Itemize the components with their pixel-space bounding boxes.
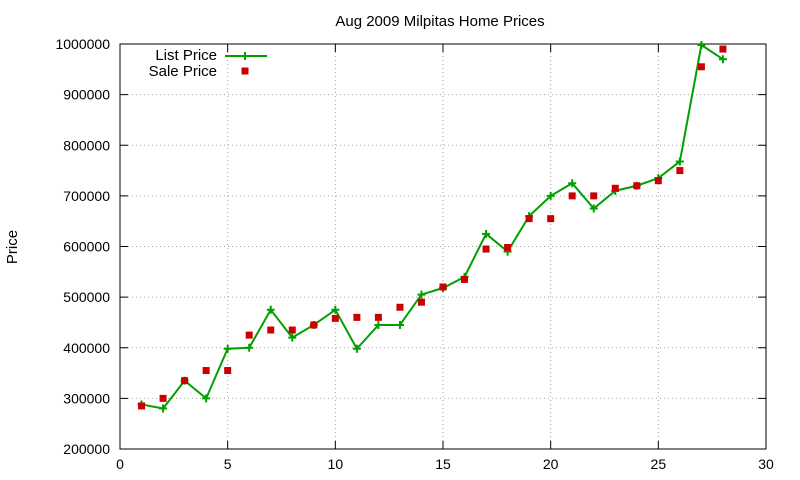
point-list-price: [374, 320, 383, 329]
chart-title: Aug 2009 Milpitas Home Prices: [335, 13, 544, 30]
x-tick-label: 0: [116, 456, 124, 472]
legend: List Price Sale Price: [149, 47, 267, 80]
point-sale-price: [267, 326, 275, 334]
point-sale-price: [547, 215, 555, 223]
x-tick-label: 30: [758, 456, 774, 472]
series-marks: [137, 41, 727, 413]
point-list-price: [352, 344, 361, 353]
point-sale-price: [353, 313, 361, 321]
axis-ticks: 200000 300000 400000 500000 600000 700000 8000…: [55, 36, 774, 472]
point-list-price: [159, 404, 168, 413]
point-sale-price: [461, 275, 469, 283]
point-sale-price: [310, 321, 318, 329]
point-list-price: [718, 55, 727, 64]
y-tick-label: 800000: [63, 137, 110, 153]
point-sale-price: [138, 402, 146, 410]
point-sale-price: [504, 244, 512, 252]
y-tick-label: 500000: [63, 289, 110, 305]
point-sale-price: [417, 298, 425, 306]
legend-marker-list-price: [241, 52, 249, 60]
point-list-price: [266, 305, 275, 314]
y-tick-label: 900000: [63, 87, 110, 103]
point-sale-price: [525, 215, 533, 223]
point-list-price: [697, 41, 706, 50]
grid-lines: [120, 44, 766, 449]
point-list-price: [417, 290, 426, 299]
legend-label-sale-price: Sale Price: [149, 63, 217, 80]
point-sale-price: [396, 303, 404, 311]
point-list-price: [202, 394, 211, 403]
x-tick-label: 20: [543, 456, 559, 472]
point-list-price: [288, 333, 297, 342]
x-tick-label: 10: [328, 456, 344, 472]
legend-marker-sale-price: [241, 67, 249, 75]
y-tick-label: 1000000: [55, 36, 110, 52]
point-sale-price: [181, 377, 189, 385]
point-sale-price: [611, 184, 619, 192]
point-list-price: [245, 343, 254, 352]
point-list-price: [568, 179, 577, 188]
point-sale-price: [697, 63, 705, 71]
point-list-price: [675, 157, 684, 166]
point-list-price: [482, 229, 491, 238]
point-sale-price: [202, 367, 210, 375]
y-tick-label: 300000: [63, 390, 110, 406]
y-tick-label: 700000: [63, 188, 110, 204]
point-sale-price: [719, 45, 727, 53]
point-sale-price: [245, 331, 253, 339]
point-list-price: [331, 305, 340, 314]
y-tick-label: 200000: [63, 441, 110, 457]
point-sale-price: [374, 313, 382, 321]
x-tick-label: 5: [224, 456, 232, 472]
y-axis-label: Price: [4, 230, 21, 264]
point-sale-price: [633, 182, 641, 190]
point-list-price: [589, 204, 598, 213]
point-sale-price: [482, 245, 490, 253]
y-tick-label: 400000: [63, 340, 110, 356]
point-sale-price: [676, 167, 684, 175]
point-list-price: [395, 320, 404, 329]
series-line-list-price: [141, 43, 724, 410]
point-sale-price: [288, 326, 296, 334]
point-sale-price: [590, 192, 598, 200]
point-sale-price: [654, 177, 662, 185]
x-tick-label: 25: [651, 456, 667, 472]
point-list-price: [223, 344, 232, 353]
y-tick-label: 600000: [63, 239, 110, 255]
point-sale-price: [439, 283, 447, 291]
point-sale-price: [159, 394, 167, 402]
point-sale-price: [224, 367, 232, 375]
point-sale-price: [331, 314, 339, 322]
point-list-price: [546, 191, 555, 200]
x-tick-label: 15: [435, 456, 451, 472]
legend-label-list-price: List Price: [155, 47, 217, 64]
point-sale-price: [568, 192, 576, 200]
